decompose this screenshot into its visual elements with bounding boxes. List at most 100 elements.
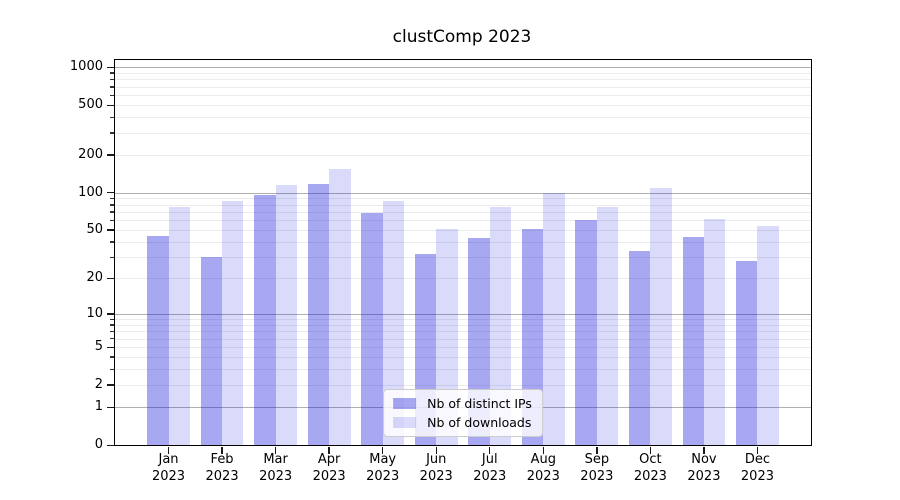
major-gridline xyxy=(115,313,811,315)
minor-gridline xyxy=(115,347,811,348)
bar-downloads-feb xyxy=(222,201,244,445)
y-minor-tick-mark xyxy=(110,132,114,134)
bar-distinct-ips-jan xyxy=(147,235,169,445)
y-minor-tick-mark xyxy=(110,78,114,81)
legend-swatch-distinct-ips xyxy=(393,398,417,409)
y-minor-tick-mark xyxy=(110,204,114,206)
minor-gridline xyxy=(115,331,811,333)
minor-gridline xyxy=(115,86,811,88)
major-gridline xyxy=(115,192,811,194)
bar-distinct-ips-oct xyxy=(628,250,651,445)
bar-distinct-ips-nov xyxy=(682,236,704,445)
x-tick-label: Mar 2023 xyxy=(259,452,293,484)
x-tick-mark xyxy=(328,447,330,454)
y-tick-label: 5 xyxy=(94,339,103,354)
major-gridline xyxy=(115,67,811,69)
minor-gridline xyxy=(115,79,811,81)
x-tick-mark xyxy=(489,447,491,454)
minor-gridline xyxy=(115,338,811,340)
x-tick-mark xyxy=(649,447,652,454)
minor-gridline xyxy=(115,356,811,358)
bar-downloads-oct xyxy=(650,188,672,445)
x-tick-label: Apr 2023 xyxy=(312,452,346,484)
bar-downloads-may xyxy=(382,200,405,445)
legend-item-downloads: Nb of downloads xyxy=(393,415,532,430)
y-tick-mark xyxy=(107,313,114,315)
bar-downloads-dec xyxy=(757,225,779,445)
x-tick-label: Aug 2023 xyxy=(526,452,560,484)
y-minor-tick-mark xyxy=(110,256,114,259)
y-minor-tick-mark xyxy=(110,338,114,340)
y-tick-mark xyxy=(107,66,114,69)
bar-distinct-ips-dec xyxy=(736,260,758,445)
x-tick-label: Jun 2023 xyxy=(419,452,453,484)
minor-gridline xyxy=(115,72,811,74)
minor-gridline xyxy=(115,117,811,119)
minor-gridline xyxy=(115,384,811,386)
y-tick-mark xyxy=(107,406,114,408)
x-tick-label: May 2023 xyxy=(366,452,400,484)
minor-gridline xyxy=(115,105,811,106)
y-minor-tick-mark xyxy=(110,219,114,222)
minor-gridline xyxy=(115,278,811,280)
y-minor-tick-mark xyxy=(110,94,114,96)
minor-gridline xyxy=(115,220,811,222)
legend-swatch-downloads xyxy=(393,417,417,428)
bar-distinct-ips-feb xyxy=(200,257,223,445)
y-minor-tick-mark xyxy=(110,368,114,371)
y-tick-mark xyxy=(107,277,114,280)
y-tick-label: 500 xyxy=(78,97,103,112)
y-minor-tick-mark xyxy=(110,356,114,358)
y-minor-tick-mark xyxy=(110,241,114,243)
y-tick-mark xyxy=(107,104,114,106)
x-tick-mark xyxy=(167,447,170,454)
minor-gridline xyxy=(115,211,811,213)
minor-gridline xyxy=(115,257,811,259)
x-tick-label: Jan 2023 xyxy=(151,452,186,484)
legend-label-distinct-ips: Nb of distinct IPs xyxy=(427,396,532,411)
x-tick-mark xyxy=(381,447,384,454)
minor-gridline xyxy=(115,229,811,231)
y-tick-label: 20 xyxy=(86,270,103,286)
y-tick-label: 1000 xyxy=(69,59,103,75)
y-tick-label: 200 xyxy=(78,146,103,162)
bar-distinct-ips-may xyxy=(361,212,383,445)
minor-gridline xyxy=(115,198,811,200)
minor-gridline xyxy=(115,95,811,97)
minor-gridline xyxy=(115,132,811,134)
y-tick-label: 0 xyxy=(94,437,103,452)
minor-gridline xyxy=(115,154,811,156)
bar-downloads-mar xyxy=(275,184,298,445)
x-tick-mark xyxy=(435,447,437,454)
legend-item-distinct-ips: Nb of distinct IPs xyxy=(393,396,532,411)
y-tick-label: 10 xyxy=(86,305,103,321)
x-tick-label: Oct 2023 xyxy=(633,452,667,484)
x-tick-mark xyxy=(274,447,277,454)
y-tick-mark xyxy=(107,229,114,231)
x-tick-label: Jul 2023 xyxy=(473,452,507,484)
x-tick-label: Nov 2023 xyxy=(687,452,721,484)
x-tick-mark xyxy=(596,447,598,454)
x-tick-label: Dec 2023 xyxy=(740,452,774,484)
minor-gridline xyxy=(115,319,811,321)
y-tick-mark xyxy=(107,444,114,446)
x-tick-label: Sep 2023 xyxy=(580,452,614,484)
minor-gridline xyxy=(115,204,811,206)
x-tick-mark xyxy=(221,447,223,454)
bar-distinct-ips-sep xyxy=(575,220,597,445)
y-tick-mark xyxy=(107,192,114,194)
y-tick-mark xyxy=(107,154,114,156)
y-minor-tick-mark xyxy=(110,197,114,200)
chart-title: clustComp 2023 xyxy=(392,27,532,47)
minor-gridline xyxy=(115,369,811,371)
x-tick-mark xyxy=(703,447,705,454)
bar-downloads-apr xyxy=(329,168,351,445)
y-tick-mark xyxy=(107,346,114,348)
minor-gridline xyxy=(115,324,811,326)
y-minor-tick-mark xyxy=(110,318,114,320)
y-minor-tick-mark xyxy=(110,72,114,74)
plot-area: 0 1 2 5 10 20 50 100 200 500 1000 Jan 2023 Feb 2023 Mar… xyxy=(70,59,812,484)
bar-downloads-jul xyxy=(489,207,512,445)
y-tick-label: 2 xyxy=(94,376,103,392)
bar-downloads-nov xyxy=(703,219,726,445)
